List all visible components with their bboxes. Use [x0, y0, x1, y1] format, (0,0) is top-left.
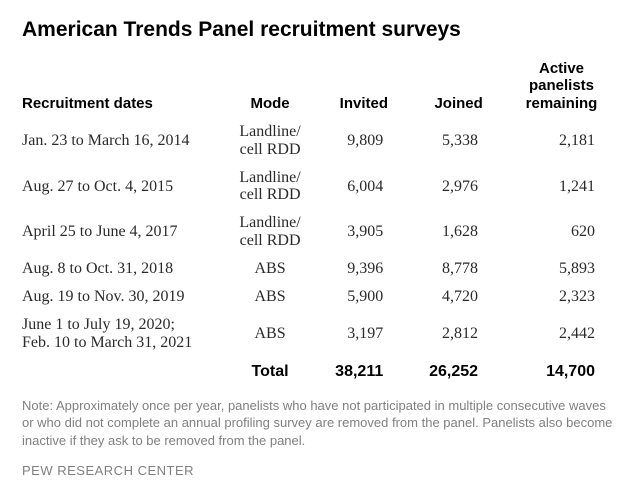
cell-joined: 5,338 — [411, 118, 506, 164]
cell-joined: 2,976 — [411, 164, 506, 210]
col-joined: Joined — [411, 56, 506, 118]
cell-invited: 6,004 — [316, 164, 411, 210]
cell-joined: 8,778 — [411, 255, 506, 283]
total-row: Total38,21126,25214,700 — [22, 357, 617, 389]
table-row: April 25 to June 4, 2017Landline/ cell R… — [22, 209, 617, 255]
cell-invited: 9,396 — [316, 255, 411, 283]
cell-joined: 4,720 — [411, 283, 506, 311]
cell-remaining: 2,323 — [506, 283, 617, 311]
table-row: Jan. 23 to March 16, 2014Landline/ cell … — [22, 118, 617, 164]
table-row: Aug. 8 to Oct. 31, 2018ABS9,3968,7785,89… — [22, 255, 617, 283]
cell-total-remaining: 14,700 — [506, 357, 617, 389]
cell-dates: April 25 to June 4, 2017 — [22, 209, 224, 255]
cell-mode: ABS — [224, 283, 317, 311]
col-mode: Mode — [224, 56, 317, 118]
cell-remaining: 2,181 — [506, 118, 617, 164]
cell-joined: 1,628 — [411, 209, 506, 255]
cell-total-invited: 38,211 — [316, 357, 411, 389]
cell-invited: 3,905 — [316, 209, 411, 255]
recruitment-table: Recruitment dates Mode Invited Joined Ac… — [22, 56, 617, 389]
source-attribution: PEW RESEARCH CENTER — [22, 463, 617, 478]
cell-joined: 2,812 — [411, 311, 506, 357]
cell-mode: Landline/ cell RDD — [224, 118, 317, 164]
header-row: Recruitment dates Mode Invited Joined Ac… — [22, 56, 617, 118]
col-invited: Invited — [316, 56, 411, 118]
table-row: Aug. 19 to Nov. 30, 2019ABS5,9004,7202,3… — [22, 283, 617, 311]
cell-dates: Aug. 8 to Oct. 31, 2018 — [22, 255, 224, 283]
cell-mode: ABS — [224, 311, 317, 357]
cell-total-label: Total — [224, 357, 317, 389]
cell-dates: June 1 to July 19, 2020; Feb. 10 to Marc… — [22, 311, 224, 357]
cell-remaining: 1,241 — [506, 164, 617, 210]
footnote: Note: Approximately once per year, panel… — [22, 397, 617, 450]
cell-dates: Aug. 19 to Nov. 30, 2019 — [22, 283, 224, 311]
cell-remaining: 2,442 — [506, 311, 617, 357]
cell-remaining: 620 — [506, 209, 617, 255]
table-title: American Trends Panel recruitment survey… — [22, 18, 617, 42]
col-dates: Recruitment dates — [22, 56, 224, 118]
cell-invited: 3,197 — [316, 311, 411, 357]
cell-dates: Aug. 27 to Oct. 4, 2015 — [22, 164, 224, 210]
col-remaining: Active panelists remaining — [506, 56, 617, 118]
cell-invited: 9,809 — [316, 118, 411, 164]
cell-remaining: 5,893 — [506, 255, 617, 283]
cell-total-joined: 26,252 — [411, 357, 506, 389]
cell-mode: Landline/ cell RDD — [224, 209, 317, 255]
cell-empty — [22, 357, 224, 389]
table-row: June 1 to July 19, 2020; Feb. 10 to Marc… — [22, 311, 617, 357]
table-row: Aug. 27 to Oct. 4, 2015Landline/ cell RD… — [22, 164, 617, 210]
cell-invited: 5,900 — [316, 283, 411, 311]
cell-mode: ABS — [224, 255, 317, 283]
cell-mode: Landline/ cell RDD — [224, 164, 317, 210]
table-container: American Trends Panel recruitment survey… — [0, 0, 639, 494]
cell-dates: Jan. 23 to March 16, 2014 — [22, 118, 224, 164]
